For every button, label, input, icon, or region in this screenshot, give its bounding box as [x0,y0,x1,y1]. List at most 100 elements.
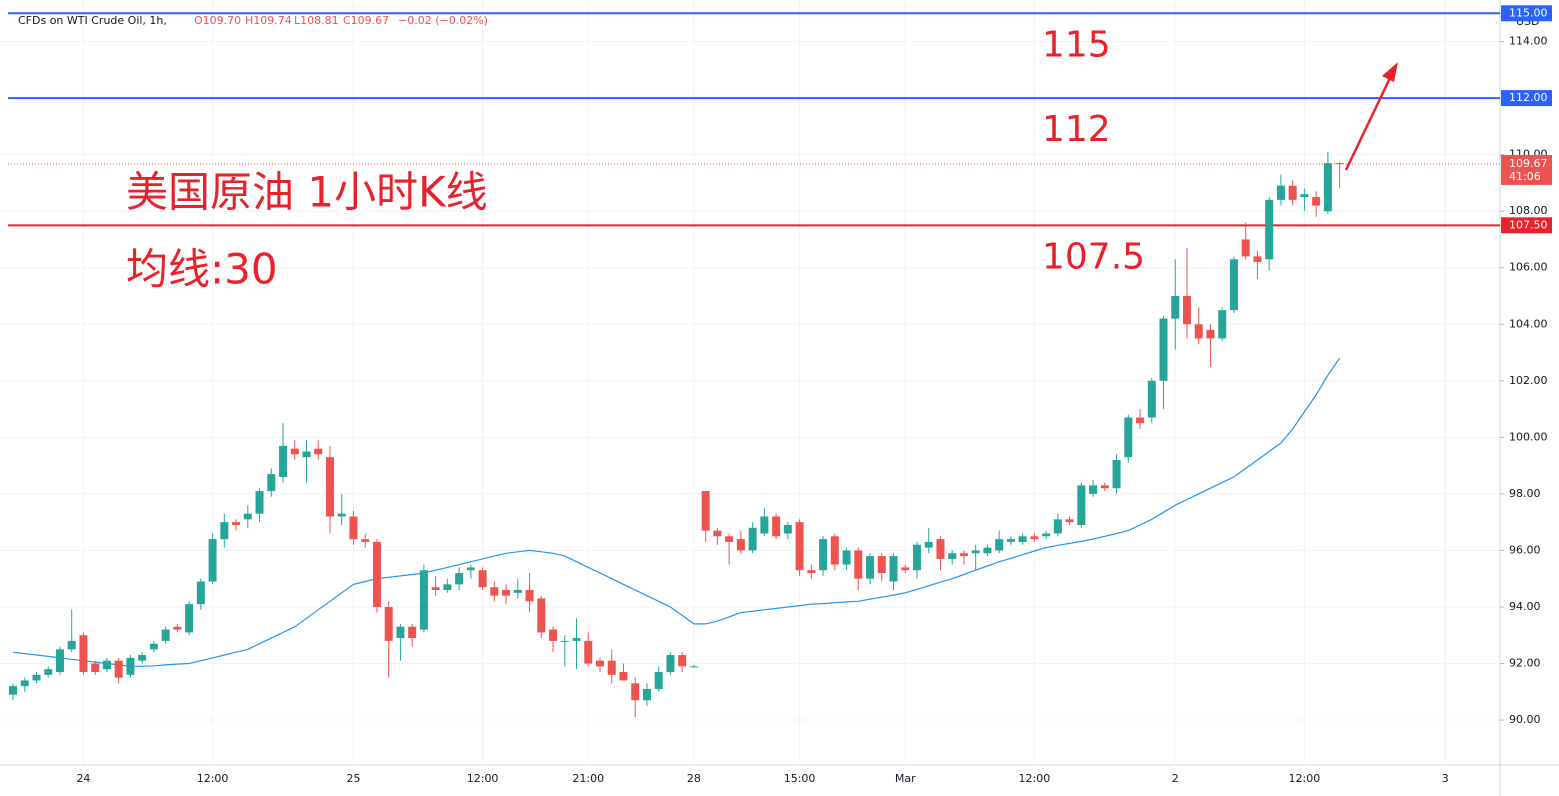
candle-body [1053,519,1062,534]
candle-body [255,491,264,514]
candle-body [631,683,640,701]
candle-body [830,536,839,565]
x-tick-label: 24 [76,772,90,785]
x-tick-label: 21:00 [572,772,604,785]
candle-body [819,539,828,571]
candle-body [701,491,710,531]
candle-body [1323,163,1332,212]
y-tick-label: 90.00 [1509,713,1541,726]
candle-body [525,590,534,602]
candle-body [854,550,863,579]
candle-body [760,516,769,534]
candle-body [596,660,604,667]
candle-body [901,567,910,571]
candle-body [243,513,252,520]
ohlc-change: −0.02 (−0.02%) [398,14,488,27]
x-tick-label: 3 [1442,772,1449,785]
level-label: 112 [1042,109,1111,150]
y-tick-label: 92.00 [1509,657,1541,670]
candle-body [314,448,323,455]
candle-body [560,640,569,642]
candle-body [466,567,475,571]
candle-body [748,527,757,551]
candle-body [971,550,980,554]
candle-body [185,604,194,633]
y-tick-label: 96.00 [1509,543,1541,556]
candle-body [666,655,675,672]
candle-body [513,590,522,593]
candle-body [114,660,123,678]
candle-body [9,686,17,695]
candle-body [1335,163,1344,165]
candle-body [138,655,147,661]
candle-body [372,541,381,607]
candle-body [866,556,875,579]
candle-body [1218,310,1227,339]
candle-body [1229,259,1238,311]
candle-body [408,626,417,639]
candle-body [549,629,558,641]
candle-body [537,598,546,633]
y-tick-label: 106.00 [1509,261,1548,274]
candle-body [1089,485,1098,494]
candle-body [654,671,663,689]
candle-body [396,626,405,639]
candle-body [842,550,851,565]
arrow [1344,62,1398,171]
candle-body [1300,194,1309,198]
candle-body [1147,380,1156,418]
x-tick-label: 2 [1172,772,1179,785]
candle-body [149,643,158,650]
candle-body [1159,318,1168,381]
candle-body [55,649,64,672]
candle-body [1042,533,1051,537]
candle-body [208,539,217,582]
candle-body [678,655,687,667]
candle-body [79,635,88,672]
y-tick-label: 94.00 [1509,600,1541,613]
y-tick-label: 102.00 [1509,374,1548,387]
y-tick-label: 108.00 [1509,204,1548,217]
annotation-title: 美国原油 1小时K线 [126,168,488,217]
candle-body [1265,199,1274,260]
last-price-text: 109.67 [1509,157,1548,170]
candle-body [713,530,722,537]
candle-body [607,660,616,675]
candle-body [102,660,111,670]
arrow-shaft [1344,77,1392,171]
candle-body [877,556,886,574]
candle-body [173,626,182,630]
candle-body [1006,539,1015,542]
candle-body [1018,536,1027,542]
candle-body [983,547,992,554]
candle-body [384,606,393,641]
candle-body [20,680,29,687]
candle-body [502,590,511,596]
x-tick-label: 15:00 [784,772,816,785]
candle-body [1288,185,1297,200]
y-tick-label: 100.00 [1509,430,1548,443]
candle-body [443,584,452,591]
candle-body [361,539,370,542]
x-tick-label: 12:00 [1289,772,1321,785]
candle-body [959,553,968,557]
candle-body [325,457,334,517]
candle-body [912,544,921,571]
candle-body [161,629,170,641]
candle-body [1171,295,1180,319]
level-tag [1501,5,1552,22]
candle-body [1241,239,1250,257]
ohlc-low: L108.81 [294,14,339,27]
candle-body [196,581,205,605]
level-tag [1501,217,1552,234]
ohlc-open: O109.70 [194,14,241,27]
candle-body [1194,324,1203,339]
plot-area [0,0,1500,765]
candle-body [1276,185,1285,200]
candle-body [642,688,651,701]
candle-body [44,669,53,675]
candle-body [1312,197,1321,206]
candle-body [91,663,100,672]
ohlc-high: H109.74 [245,14,292,27]
